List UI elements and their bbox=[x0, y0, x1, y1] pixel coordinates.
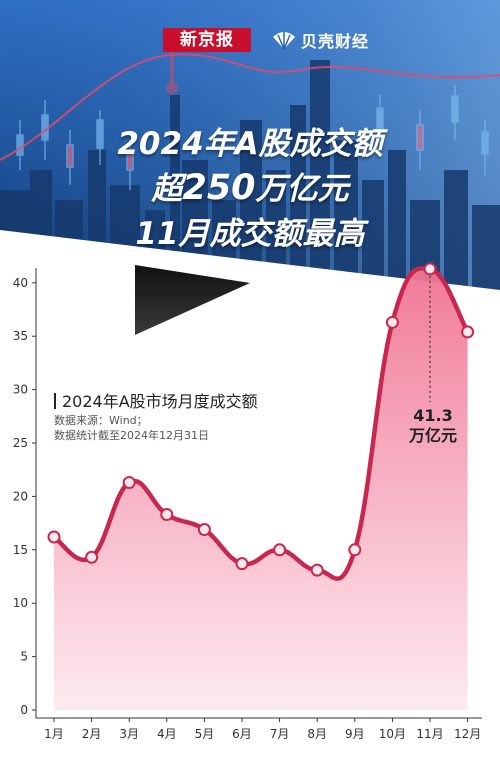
peak-callout-unit: 万亿元 bbox=[408, 426, 457, 445]
y-tick-label: 5 bbox=[20, 650, 28, 664]
x-tick-label: 1月 bbox=[44, 727, 64, 741]
x-tick-label: 11月 bbox=[416, 727, 443, 741]
shell-icon bbox=[273, 32, 295, 50]
y-tick-label: 0 bbox=[20, 703, 28, 717]
data-point bbox=[348, 543, 362, 557]
data-point bbox=[160, 508, 174, 522]
beike-logo-text: 贝壳财经 bbox=[301, 32, 370, 51]
data-date-note: 数据统计截至2024年12月31日 bbox=[54, 429, 209, 442]
chart-title-text: 2024年A股市场月度成交额 bbox=[62, 392, 258, 411]
y-tick-label: 20 bbox=[13, 489, 28, 503]
x-tick-label: 7月 bbox=[270, 727, 290, 741]
x-tick-label: 6月 bbox=[232, 727, 252, 741]
y-tick-label: 25 bbox=[13, 436, 28, 450]
y-tick-label: 10 bbox=[13, 596, 28, 610]
data-point bbox=[385, 315, 399, 329]
x-tick-label: 5月 bbox=[195, 727, 215, 741]
x-tick-label: 2月 bbox=[82, 727, 102, 741]
data-point bbox=[423, 262, 437, 276]
data-point bbox=[235, 557, 249, 571]
logo-row: 新京报 贝壳财经 bbox=[0, 28, 500, 52]
headline-line-2: 超250万亿元 bbox=[0, 163, 500, 208]
y-tick-label: 35 bbox=[13, 329, 28, 343]
headline-line-1: 2024年A股成交额 bbox=[117, 126, 383, 162]
data-point bbox=[197, 523, 211, 537]
headline-line-2-number: 250 bbox=[182, 168, 256, 208]
headline-line-2-suffix: 万亿元 bbox=[255, 171, 349, 207]
data-point bbox=[273, 543, 287, 557]
data-point bbox=[461, 325, 475, 339]
chart-title: 2024年A股市场月度成交额 bbox=[54, 388, 258, 412]
headline-line-2-prefix: 超 bbox=[151, 171, 183, 207]
data-source: 数据来源：Wind； bbox=[54, 414, 148, 427]
y-tick-label: 15 bbox=[13, 543, 28, 557]
x-tick-label: 9月 bbox=[345, 727, 365, 741]
data-point bbox=[122, 476, 136, 490]
x-tick-label: 8月 bbox=[307, 727, 327, 741]
peak-callout-value: 41.3 bbox=[413, 406, 453, 425]
x-tick-label: 4月 bbox=[157, 727, 177, 741]
x-tick-label: 10月 bbox=[379, 727, 406, 741]
beike-logo: 贝壳财经 bbox=[271, 28, 369, 52]
y-tick-label: 30 bbox=[13, 383, 28, 397]
title-bar-marker bbox=[54, 393, 56, 409]
x-tick-label: 3月 bbox=[119, 727, 139, 741]
peak-callout: 41.3 万亿元 bbox=[402, 406, 464, 446]
headline-line-3: 11月成交额最高 bbox=[135, 216, 365, 252]
y-tick-label: 40 bbox=[13, 276, 28, 290]
x-tick-label: 12月 bbox=[454, 727, 481, 741]
xinjingbao-logo: 新京报 bbox=[163, 28, 251, 52]
city-banner bbox=[0, 0, 500, 340]
data-point bbox=[85, 550, 99, 564]
series-area-fill bbox=[54, 268, 468, 710]
data-point bbox=[47, 530, 61, 544]
data-point bbox=[310, 563, 324, 577]
